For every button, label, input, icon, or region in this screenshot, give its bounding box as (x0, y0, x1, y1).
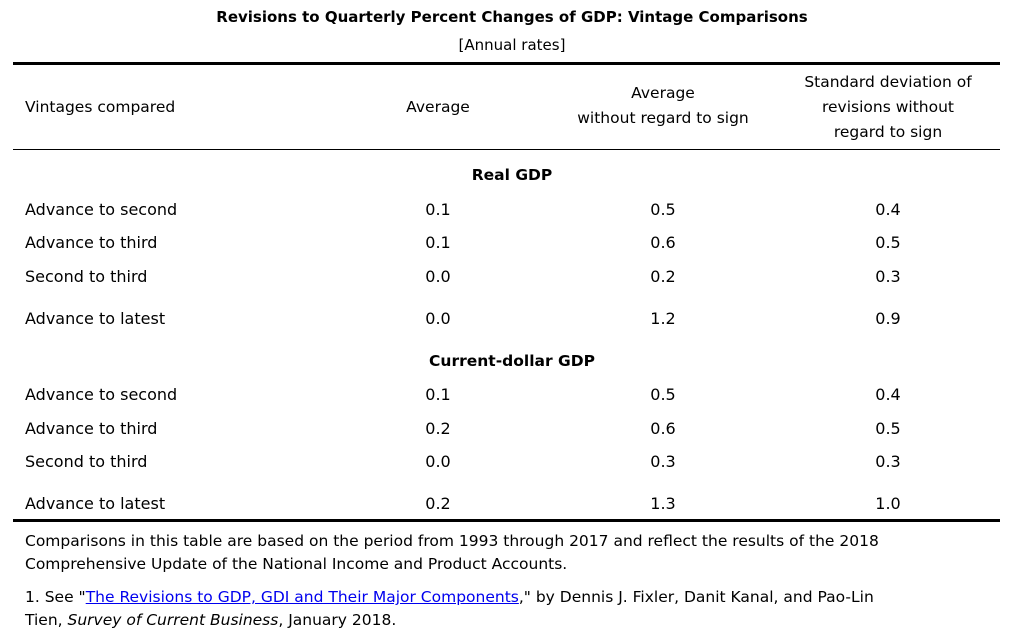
footnote-date: , January 2018. (278, 611, 397, 629)
standard-deviation-value: 0.3 (875, 452, 901, 471)
header-standard-deviation-line2: revisions without (821, 98, 954, 116)
table-row: Advance to latest 0.2 1.3 1.0 (0, 492, 1024, 516)
row-label: Advance to third (25, 233, 158, 252)
table-row: Second to third 0.0 0.3 0.3 (0, 450, 1024, 474)
average-value: 0.2 (425, 419, 451, 438)
table-row: Advance to third 0.1 0.6 0.5 (0, 231, 1024, 255)
comparison-note: Comparisons in this table are based on t… (25, 530, 1000, 576)
section-title-current-dollar-gdp: Current-dollar GDP (429, 352, 595, 370)
header-standard-deviation-line3: regard to sign (833, 123, 943, 141)
footnote: 1. See "The Revisions to GDP, GDI and Th… (25, 586, 1000, 632)
standard-deviation-value: 0.5 (875, 419, 901, 438)
average-without-sign-value: 0.2 (650, 267, 676, 286)
average-without-sign-value: 0.6 (650, 419, 676, 438)
standard-deviation-value: 0.3 (875, 267, 901, 286)
footnote-line2-start: Tien, (25, 611, 68, 629)
footnote-line1: 1. See "The Revisions to GDP, GDI and Th… (25, 586, 1000, 609)
header-vintages-compared: Vintages compared (25, 98, 176, 116)
average-without-sign-value: 1.3 (650, 494, 676, 513)
header-standard-deviation-line1: Standard deviation of (804, 73, 972, 91)
row-label: Advance to latest (25, 494, 166, 513)
standard-deviation-value: 0.4 (875, 385, 901, 404)
standard-deviation-value: 1.0 (875, 494, 901, 513)
header-average: Average (406, 98, 470, 116)
row-label: Advance to second (25, 200, 178, 219)
row-label: Advance to second (25, 385, 178, 404)
average-without-sign-value: 0.5 (650, 200, 676, 219)
article-link[interactable]: The Revisions to GDP, GDI and Their Majo… (85, 588, 519, 606)
table-row: Second to third 0.0 0.2 0.3 (0, 265, 1024, 289)
average-value: 0.0 (425, 452, 451, 471)
row-label: Advance to third (25, 419, 158, 438)
header-rule (13, 149, 1000, 150)
average-value: 0.0 (425, 309, 451, 328)
average-value: 0.1 (425, 200, 451, 219)
table-row: Advance to second 0.1 0.5 0.4 (0, 383, 1024, 407)
table-row: Advance to second 0.1 0.5 0.4 (0, 198, 1024, 222)
table-row: Advance to latest 0.0 1.2 0.9 (0, 307, 1024, 331)
average-without-sign-value: 0.5 (650, 385, 676, 404)
table-row: Advance to third 0.2 0.6 0.5 (0, 417, 1024, 441)
footnote-prefix: 1. See " (25, 588, 86, 606)
section-title-real-gdp: Real GDP (471, 166, 553, 184)
standard-deviation-value: 0.4 (875, 200, 901, 219)
average-value: 0.1 (425, 385, 451, 404)
header-average-without-sign: Average without regard to sign (543, 81, 783, 131)
bottom-rule (13, 519, 1000, 522)
footnote-authors: ," by Dennis J. Fixler, Danit Kanal, and… (518, 588, 874, 606)
header-average-without-sign-line1: Average (631, 84, 695, 102)
average-without-sign-value: 0.6 (650, 233, 676, 252)
row-label: Advance to latest (25, 309, 166, 328)
average-value: 0.1 (425, 233, 451, 252)
publication-title: Survey of Current Business (67, 611, 279, 629)
average-without-sign-value: 0.3 (650, 452, 676, 471)
comparison-note-line1: Comparisons in this table are based on t… (25, 532, 879, 550)
standard-deviation-value: 0.9 (875, 309, 901, 328)
average-value: 0.0 (425, 267, 451, 286)
header-average-without-sign-line2: without regard to sign (577, 109, 749, 127)
row-label: Second to third (25, 452, 148, 471)
top-rule (13, 62, 1000, 65)
table-title: Revisions to Quarterly Percent Changes o… (216, 8, 808, 26)
average-value: 0.2 (425, 494, 451, 513)
header-standard-deviation: Standard deviation of revisions without … (773, 70, 1003, 145)
comparison-note-line2: Comprehensive Update of the National Inc… (25, 555, 568, 573)
average-without-sign-value: 1.2 (650, 309, 676, 328)
row-label: Second to third (25, 267, 148, 286)
table-subtitle: [Annual rates] (458, 36, 566, 54)
footnote-line2: Tien, Survey of Current Business, Januar… (25, 609, 1000, 632)
standard-deviation-value: 0.5 (875, 233, 901, 252)
